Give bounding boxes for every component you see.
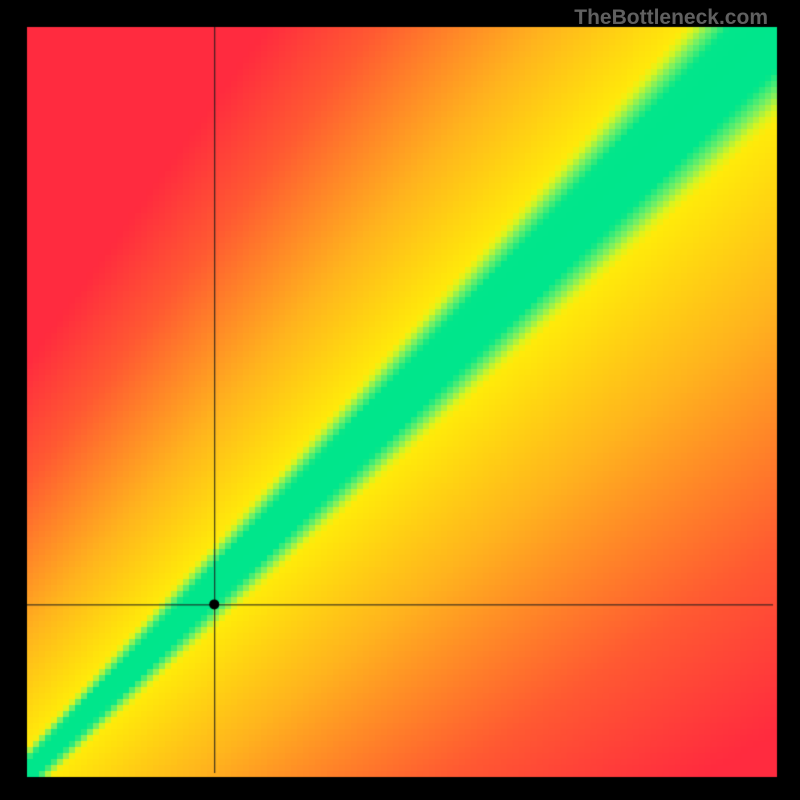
watermark-text: TheBottleneck.com [574, 6, 768, 30]
bottleneck-heatmap-canvas [0, 0, 800, 800]
chart-container: TheBottleneck.com [0, 0, 800, 800]
